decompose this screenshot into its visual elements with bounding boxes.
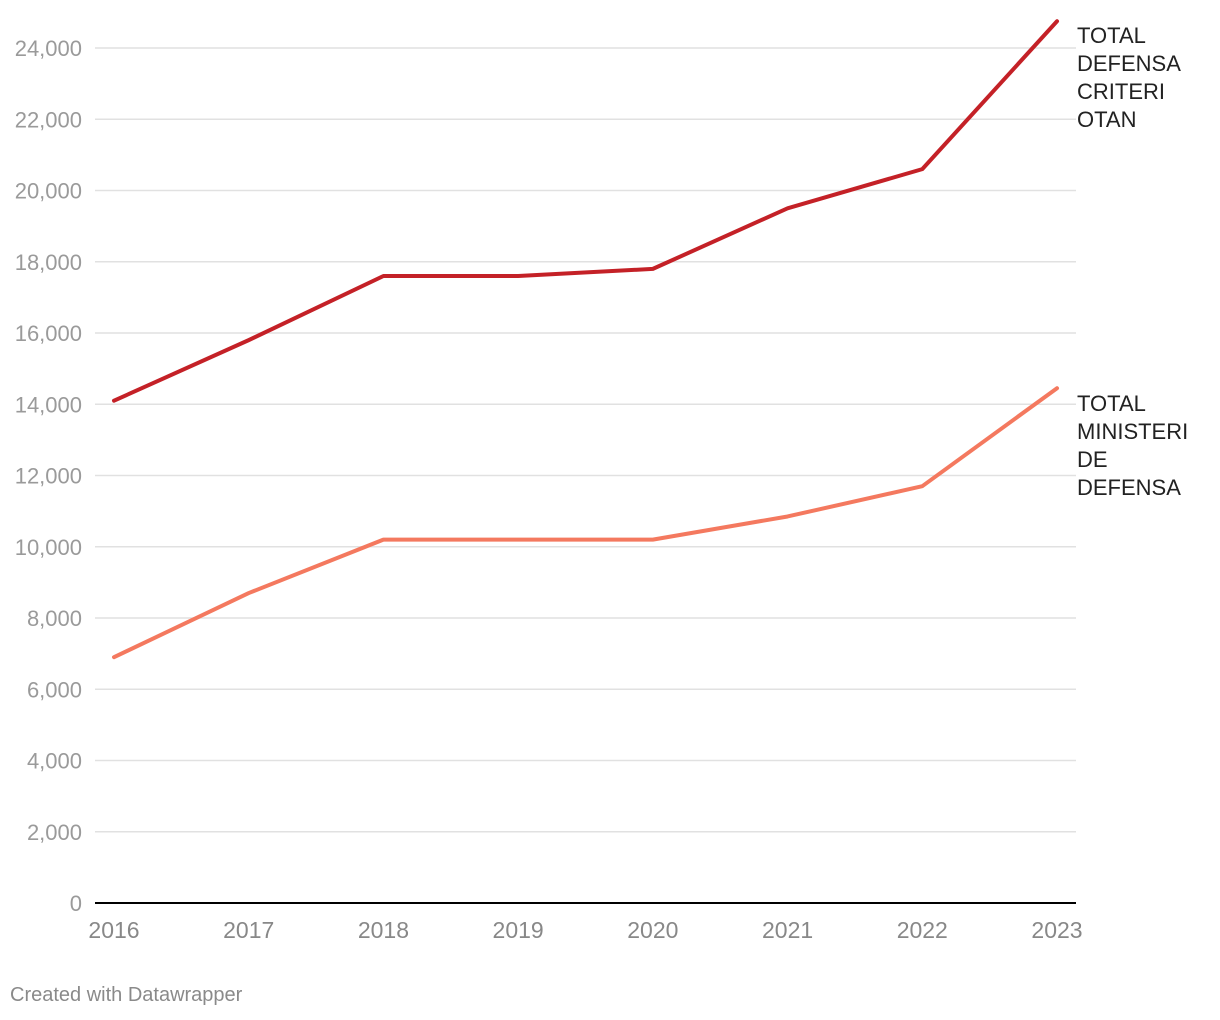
y-tick-label: 14,000 xyxy=(15,392,82,417)
series-label-1: TOTAL xyxy=(1077,23,1146,48)
series-label-1: OTAN xyxy=(1077,107,1136,132)
y-tick-label: 18,000 xyxy=(15,250,82,275)
y-tick-label: 24,000 xyxy=(15,36,82,61)
y-tick-label: 2,000 xyxy=(27,820,82,845)
series-label-2: DE xyxy=(1077,447,1108,472)
x-tick-label: 2016 xyxy=(88,917,139,943)
series-line-2 xyxy=(112,386,1059,660)
x-tick-label: 2022 xyxy=(897,917,948,943)
y-tick-label: 20,000 xyxy=(15,179,82,204)
y-tick-label: 12,000 xyxy=(15,464,82,489)
series-lines xyxy=(112,19,1059,660)
y-axis-ticks: 0 2,000 4,000 6,000 8,000 10,000 12,000 14,000 1… xyxy=(15,36,82,916)
x-tick-label: 2023 xyxy=(1031,917,1082,943)
series-label-2: DEFENSA xyxy=(1077,475,1181,500)
x-tick-label: 2017 xyxy=(223,917,274,943)
x-axis-ticks: 2016 2017 2018 2019 2020 2021 2022 2023 xyxy=(88,917,1082,943)
y-tick-label: 8,000 xyxy=(27,606,82,631)
x-tick-label: 2019 xyxy=(493,917,544,943)
x-tick-label: 2020 xyxy=(627,917,678,943)
grid-lines xyxy=(95,47,1076,904)
series-label-2: TOTAL xyxy=(1077,391,1146,416)
series-label-1: DEFENSA xyxy=(1077,51,1181,76)
x-tick-label: 2021 xyxy=(762,917,813,943)
y-tick-label: 4,000 xyxy=(27,749,82,774)
y-tick-label: 0 xyxy=(70,891,82,916)
series-labels: TOTAL DEFENSA CRITERI OTAN TOTAL MINISTERI DE D… xyxy=(1077,23,1188,500)
x-tick-label: 2018 xyxy=(358,917,409,943)
y-tick-label: 6,000 xyxy=(27,677,82,702)
y-tick-label: 10,000 xyxy=(15,535,82,560)
datawrapper-credit: Created with Datawrapper xyxy=(10,984,243,1006)
y-tick-label: 16,000 xyxy=(15,321,82,346)
series-label-1: CRITERI xyxy=(1077,79,1165,104)
series-label-2: MINISTERI xyxy=(1077,419,1188,444)
series-line-1 xyxy=(112,19,1059,403)
y-tick-label: 22,000 xyxy=(15,107,82,132)
